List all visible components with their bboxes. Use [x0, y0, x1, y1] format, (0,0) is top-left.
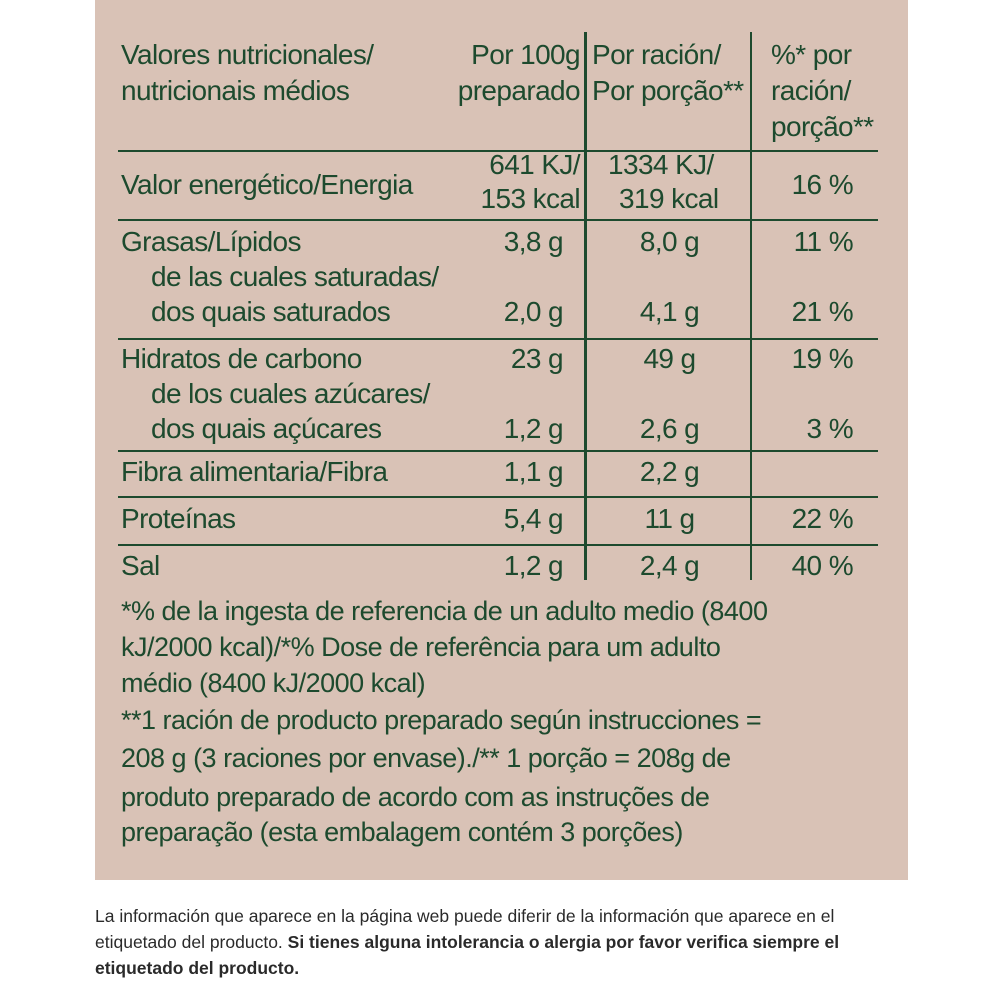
row-divider-protein — [118, 544, 878, 546]
fibre-per100: 1,1 g — [503, 456, 564, 487]
carbs-pct: 19 % — [791, 343, 854, 374]
salt-per100: 1,2 g — [503, 550, 564, 581]
protein-serving: 11 g — [644, 503, 695, 534]
carbs-per100: 23 g — [510, 343, 564, 374]
footnote-line-4: **1 ración de producto preparado según i… — [121, 705, 762, 735]
row-divider-carbs — [118, 450, 878, 452]
header-pct-line1: %* por — [771, 39, 852, 70]
row-divider-energy — [118, 219, 878, 221]
energy-label: Valor energético/Energia — [121, 169, 413, 200]
protein-per100: 5,4 g — [503, 503, 564, 534]
sugars-pct: 3 % — [806, 413, 854, 444]
fat-label: Grasas/Lípidos — [121, 226, 302, 257]
header-per100-line2: preparado — [457, 75, 581, 106]
saturated-per100: 2,0 g — [503, 296, 564, 327]
header-divider — [118, 150, 878, 152]
saturated-serving: 4,1 g — [639, 296, 700, 327]
header-per100-line1: Por 100g — [471, 39, 580, 70]
saturated-label-line2: dos quais saturados — [151, 296, 391, 327]
carbs-serving: 49 g — [643, 343, 696, 374]
salt-serving: 2,4 g — [639, 550, 700, 581]
saturated-label-line1: de las cuales saturadas/ — [151, 261, 439, 292]
footnote-line-1: *% de la ingesta de referencia de un adu… — [121, 596, 768, 626]
salt-label: Sal — [121, 550, 160, 581]
row-divider-fat — [118, 338, 878, 340]
header-pct-line2: ración/ — [771, 75, 851, 106]
sugars-per100: 1,2 g — [503, 413, 564, 444]
header-serving-line2: Por porção** — [592, 75, 744, 106]
disclaimer-text: La información que aparece en la página … — [95, 906, 835, 952]
protein-pct: 22 % — [791, 503, 854, 534]
fat-serving: 8,0 g — [639, 226, 700, 257]
energy-pct: 16 % — [791, 169, 854, 200]
energy-serving-kcal: 319 kcal — [619, 183, 719, 214]
header-nutrient-line2: nutricionais médios — [121, 75, 350, 106]
disclaimer: La información que aparece en la página … — [95, 903, 915, 981]
footnote-line-2: kJ/2000 kcal)/*% Dose de referência para… — [121, 632, 721, 662]
sugars-label-line2: dos quais açúcares — [151, 413, 382, 444]
footnote-line-7: preparação (esta embalagem contém 3 porç… — [121, 817, 683, 847]
carbs-label: Hidratos de carbono — [121, 343, 362, 374]
sugars-label-line1: de los cuales azúcares/ — [151, 378, 430, 409]
protein-label: Proteínas — [121, 503, 236, 534]
saturated-pct: 21 % — [791, 296, 854, 327]
fat-pct: 11 % — [793, 226, 854, 257]
column-divider-3 — [750, 32, 752, 580]
disclaimer-bold-text: Si tienes alguna intolerancia o alergia … — [95, 932, 840, 978]
footnote-line-3: médio (8400 kJ/2000 kcal) — [121, 668, 426, 698]
energy-serving-kj: 1334 KJ/ — [608, 149, 714, 180]
footnote-line-5: 208 g (3 raciones por envase)./** 1 porç… — [121, 743, 731, 773]
row-divider-fibre — [118, 496, 878, 498]
fibre-serving: 2,2 g — [639, 456, 700, 487]
column-divider-2 — [585, 32, 587, 580]
fat-per100: 3,8 g — [503, 226, 564, 257]
nutrition-label: Valores nutricionales/ nutricionais médi… — [95, 0, 908, 880]
energy-per100-kcal: 153 kcal — [480, 183, 581, 214]
salt-pct: 40 % — [791, 550, 854, 581]
energy-per100-kj: 641 KJ/ — [489, 149, 580, 180]
fibre-label: Fibra alimentaria/Fibra — [121, 456, 388, 487]
header-nutrient-line1: Valores nutricionales/ — [121, 39, 374, 70]
sugars-serving: 2,6 g — [639, 413, 700, 444]
header-pct-line3: porção** — [771, 111, 874, 142]
footnote-line-6: produto preparado de acordo com as instr… — [121, 782, 710, 812]
header-serving-line1: Por ración/ — [592, 39, 721, 70]
